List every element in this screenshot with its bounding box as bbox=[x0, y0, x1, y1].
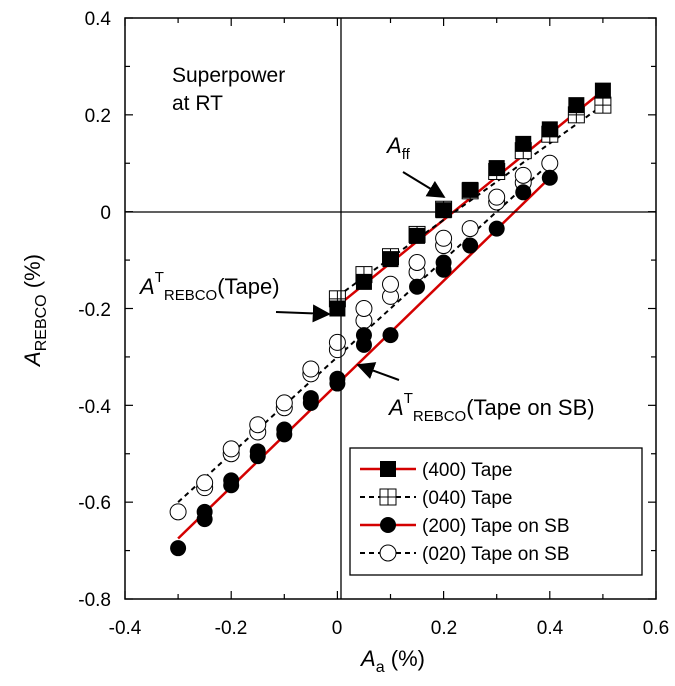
data-point bbox=[170, 540, 187, 557]
legend: (400) Tape (040) Tape (200) Tape on SB (… bbox=[349, 447, 643, 576]
legend-marker bbox=[380, 517, 396, 533]
annotation-superpower-line1: Superpower bbox=[172, 64, 285, 87]
data-point bbox=[355, 327, 372, 344]
arrow-a-tape bbox=[275, 304, 331, 323]
arrow-a-ff bbox=[402, 171, 446, 198]
data-points bbox=[169, 82, 612, 557]
y-tick-label: -0.4 bbox=[78, 397, 111, 418]
data-point bbox=[462, 181, 479, 198]
fit-line bbox=[336, 104, 604, 298]
annotation-superpower-line2: at RT bbox=[172, 92, 223, 115]
annotation-a-tape-sb: ATREBCO(Tape on SB) bbox=[387, 390, 595, 425]
data-point bbox=[382, 275, 399, 293]
data-point bbox=[435, 229, 453, 247]
fit-line bbox=[177, 162, 551, 503]
legend-label: (200) Tape on SB bbox=[422, 516, 570, 537]
y-tick-label: -0.2 bbox=[78, 300, 111, 321]
data-point bbox=[302, 360, 320, 378]
data-point bbox=[196, 503, 213, 520]
legend-label: (400) Tape bbox=[422, 460, 513, 481]
data-point bbox=[541, 169, 558, 186]
fit-line bbox=[177, 176, 551, 540]
data-point bbox=[408, 254, 426, 272]
y-axis-title: AREBCO (%) bbox=[20, 254, 50, 368]
data-point bbox=[409, 227, 426, 244]
data-point bbox=[328, 333, 346, 351]
y-tick-label: 0.2 bbox=[85, 106, 111, 127]
data-point bbox=[223, 472, 240, 489]
legend-symbols bbox=[360, 461, 416, 562]
data-point bbox=[355, 300, 373, 317]
data-point bbox=[461, 220, 479, 238]
y-tick-label: -0.6 bbox=[78, 493, 111, 514]
data-point bbox=[488, 188, 506, 206]
data-point bbox=[196, 474, 214, 492]
x-tick-label: 0.4 bbox=[537, 618, 564, 639]
data-point bbox=[435, 202, 452, 219]
y-tick-label: -0.8 bbox=[78, 590, 111, 611]
legend-marker bbox=[379, 488, 397, 506]
data-point bbox=[541, 154, 559, 172]
data-point bbox=[514, 166, 532, 184]
data-point bbox=[355, 273, 372, 290]
data-point bbox=[594, 82, 611, 99]
y-tick-label: 0 bbox=[100, 203, 111, 224]
x-tick-labels: -0.4 -0.2 0 0.2 0.4 0.6 bbox=[109, 618, 670, 639]
data-point bbox=[409, 278, 426, 295]
x-axis-title: Aa (%) bbox=[359, 646, 425, 676]
data-point bbox=[275, 394, 293, 412]
data-point bbox=[541, 121, 558, 138]
data-point bbox=[382, 251, 399, 268]
data-point bbox=[515, 135, 532, 152]
annotation-superpower: Superpower at RT bbox=[172, 64, 291, 115]
data-point bbox=[462, 237, 479, 254]
data-point bbox=[329, 300, 346, 317]
legend-marker bbox=[380, 461, 396, 477]
y-tick-label: 0.4 bbox=[85, 9, 112, 30]
data-point bbox=[488, 160, 505, 177]
x-tick-label: -0.2 bbox=[215, 618, 248, 639]
data-point bbox=[169, 503, 187, 521]
data-point bbox=[222, 440, 240, 458]
data-point bbox=[382, 327, 399, 344]
data-point bbox=[329, 370, 346, 387]
legend-label: (040) Tape bbox=[422, 488, 513, 509]
data-point bbox=[249, 443, 266, 460]
data-point bbox=[594, 96, 612, 114]
data-point bbox=[488, 220, 505, 237]
legend-marker bbox=[379, 544, 397, 562]
annotation-a-ff: Aff bbox=[385, 133, 411, 163]
data-point bbox=[515, 184, 532, 201]
x-tick-label: 0 bbox=[332, 618, 343, 639]
axis-ticks bbox=[124, 17, 657, 600]
data-point bbox=[302, 390, 319, 407]
x-tick-label: 0.2 bbox=[431, 618, 457, 639]
data-point bbox=[249, 416, 267, 434]
x-tick-label: -0.4 bbox=[109, 618, 142, 639]
data-point bbox=[568, 97, 585, 114]
legend-label: (020) Tape on SB bbox=[422, 544, 570, 565]
annotation-a-tape: ATREBCO(Tape) bbox=[138, 269, 280, 304]
arrow-a-tape-sb bbox=[356, 362, 400, 381]
x-tick-label: 0.6 bbox=[643, 618, 669, 639]
data-point bbox=[435, 254, 452, 271]
data-point bbox=[276, 421, 293, 438]
y-tick-labels: -0.8 -0.6 -0.4 -0.2 0 0.2 0.4 bbox=[78, 9, 111, 611]
